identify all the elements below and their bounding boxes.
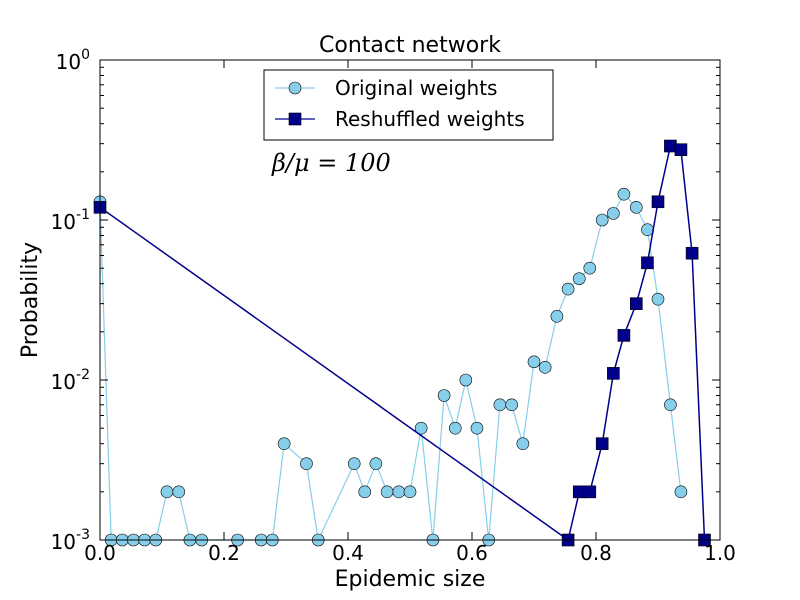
data-point — [595, 437, 609, 450]
x-tick-label: 0.2 — [208, 541, 240, 565]
data-point — [664, 398, 677, 412]
data-point — [685, 246, 699, 260]
y-tick-label: 10-2 — [51, 367, 90, 394]
data-point — [369, 457, 383, 470]
data-point — [674, 485, 688, 499]
data-point — [595, 213, 609, 227]
x-axis-label: Epidemic size — [335, 567, 486, 592]
legend-label-original: Original weights — [335, 76, 497, 100]
data-point — [572, 485, 586, 499]
series-line — [99, 193, 682, 543]
data-point — [674, 143, 688, 157]
data-point — [651, 195, 665, 209]
parameter-annotation: β/μ = 100 — [271, 149, 391, 177]
x-tick-label: 0.8 — [580, 541, 612, 565]
data-point — [607, 367, 620, 380]
data-point — [392, 485, 406, 499]
legend-box — [263, 69, 554, 141]
x-tick-label: 0.0 — [84, 541, 116, 565]
data-point — [583, 261, 597, 275]
data-point — [617, 187, 631, 201]
data-point — [403, 485, 417, 499]
data-point — [629, 201, 643, 214]
y-tick-label: 10-3 — [51, 527, 90, 554]
legend-marker-original — [288, 81, 302, 95]
series-original-weights — [93, 187, 688, 547]
axis-ticks: 0.0 0.2 0.4 0.6 0.8 1.0 100 10-1 10-2 10-3 — [51, 47, 736, 565]
data-point — [550, 310, 564, 323]
y-axis-label: Probability — [18, 242, 43, 358]
data-point — [493, 398, 507, 412]
data-point — [300, 457, 313, 470]
data-point — [629, 297, 643, 310]
data-point — [561, 282, 575, 296]
data-point — [664, 139, 677, 153]
plot-frame — [99, 59, 721, 541]
data-point — [448, 421, 462, 435]
data-point — [641, 256, 654, 270]
chart-title: Contact network — [319, 33, 501, 58]
y-tick-label: 100 — [56, 47, 90, 74]
data-point — [538, 361, 552, 374]
data-point — [459, 373, 473, 387]
legend-marker-reshuffled — [288, 112, 302, 126]
data-point — [414, 421, 428, 435]
data-point — [651, 292, 665, 306]
x-tick-label: 0.6 — [456, 541, 488, 565]
legend-label-reshuffled: Reshuffled weights — [335, 107, 525, 131]
data-point — [347, 457, 361, 470]
data-point — [172, 485, 186, 499]
x-tick-label: 1.0 — [704, 541, 736, 565]
data-point — [527, 355, 541, 369]
x-tick-label: 0.4 — [332, 541, 364, 565]
series-reshuffled-weights — [93, 139, 711, 547]
data-point — [470, 421, 484, 435]
legend: Original weights Reshuffled weights — [263, 69, 554, 141]
data-point — [641, 223, 654, 236]
plot-area — [93, 139, 711, 547]
data-point — [617, 329, 631, 342]
data-point — [277, 437, 291, 450]
data-point — [583, 485, 597, 499]
data-point — [358, 485, 372, 499]
data-point — [607, 207, 620, 220]
y-tick-label: 10-1 — [51, 207, 90, 234]
data-point — [380, 485, 394, 499]
data-point — [505, 398, 518, 412]
data-point — [516, 437, 530, 450]
data-point — [437, 389, 451, 402]
data-point — [160, 485, 174, 499]
data-point — [572, 272, 586, 285]
